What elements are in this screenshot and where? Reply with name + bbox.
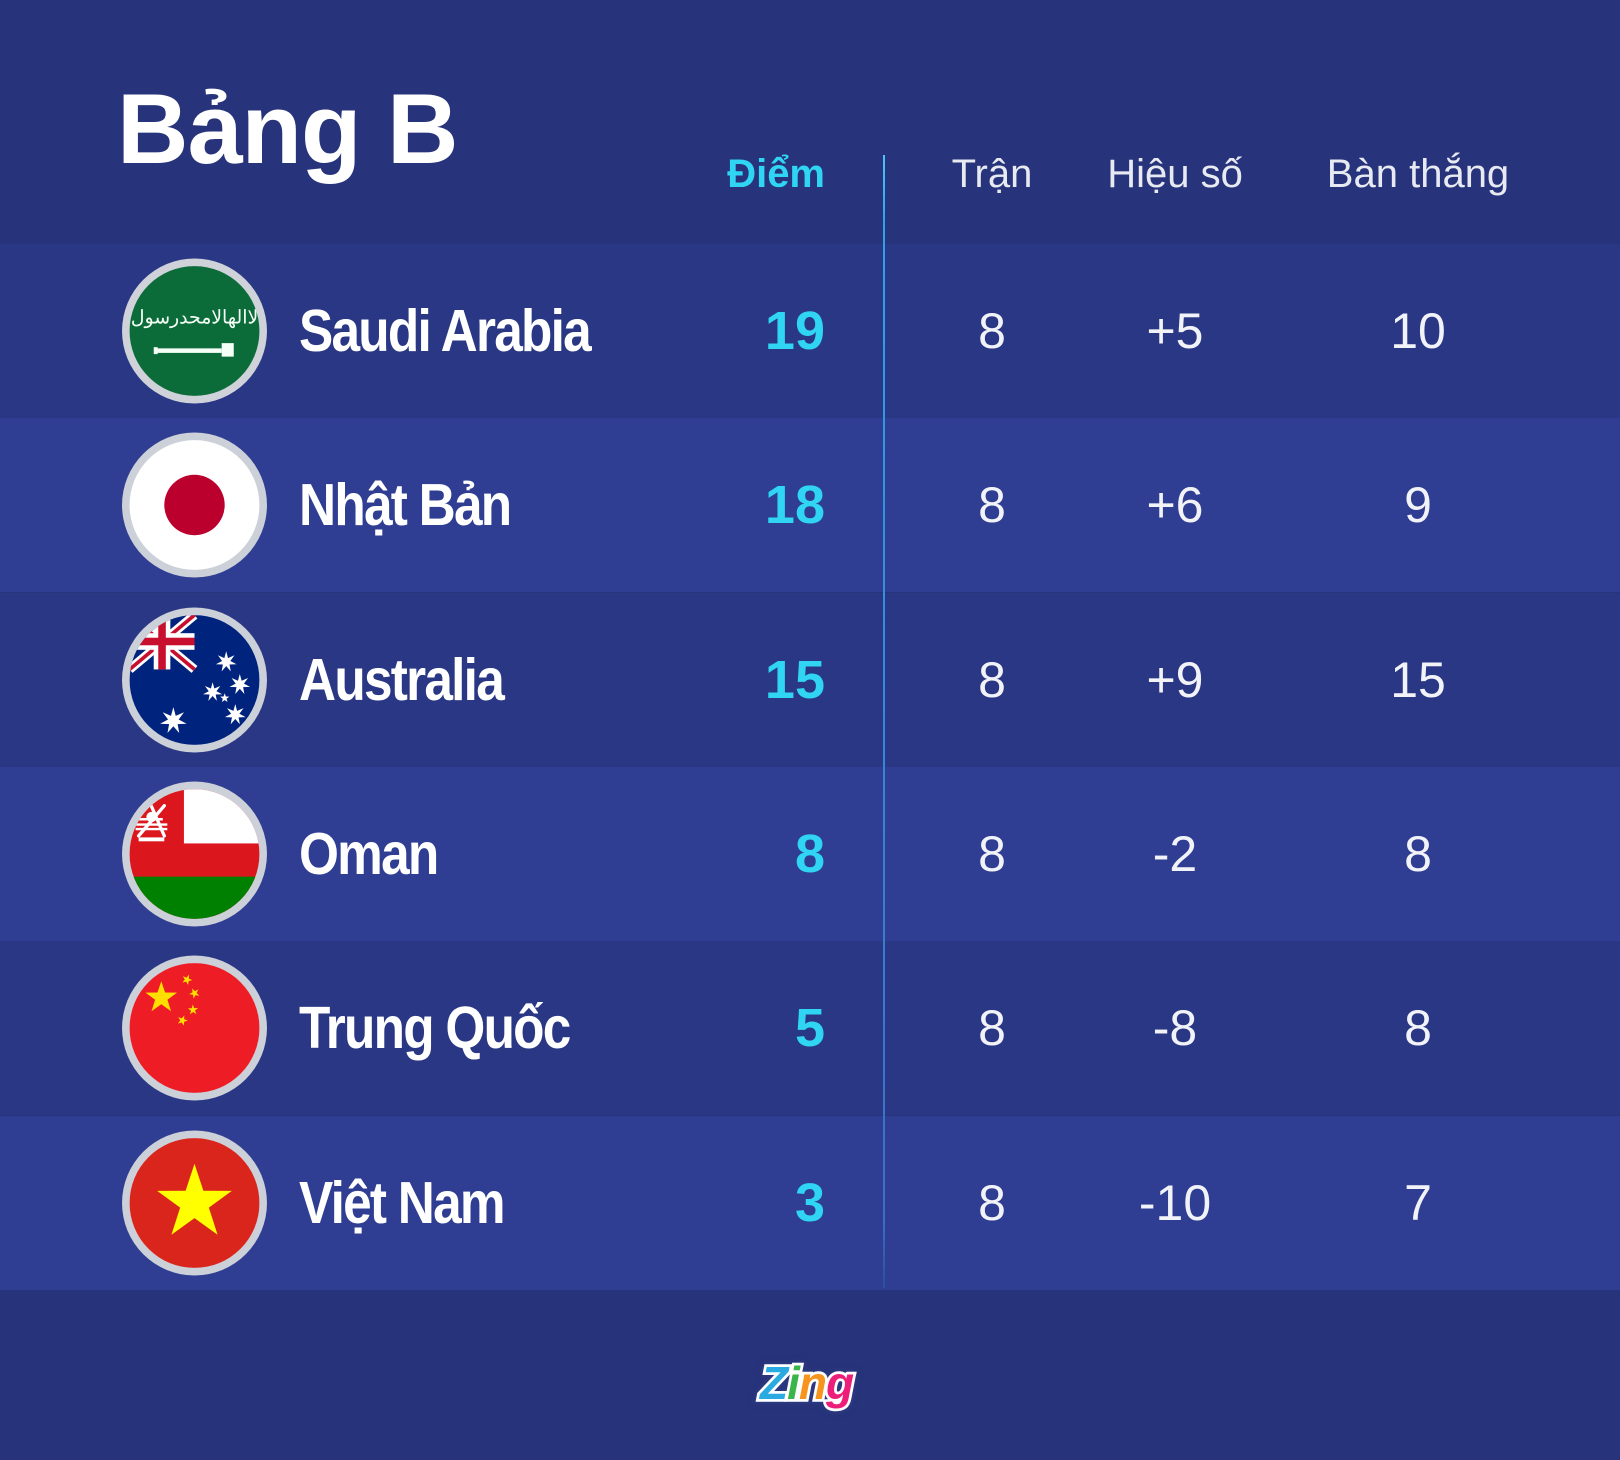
- svg-text:لاالهالامحدرسول: لاالهالامحدرسول: [131, 307, 258, 329]
